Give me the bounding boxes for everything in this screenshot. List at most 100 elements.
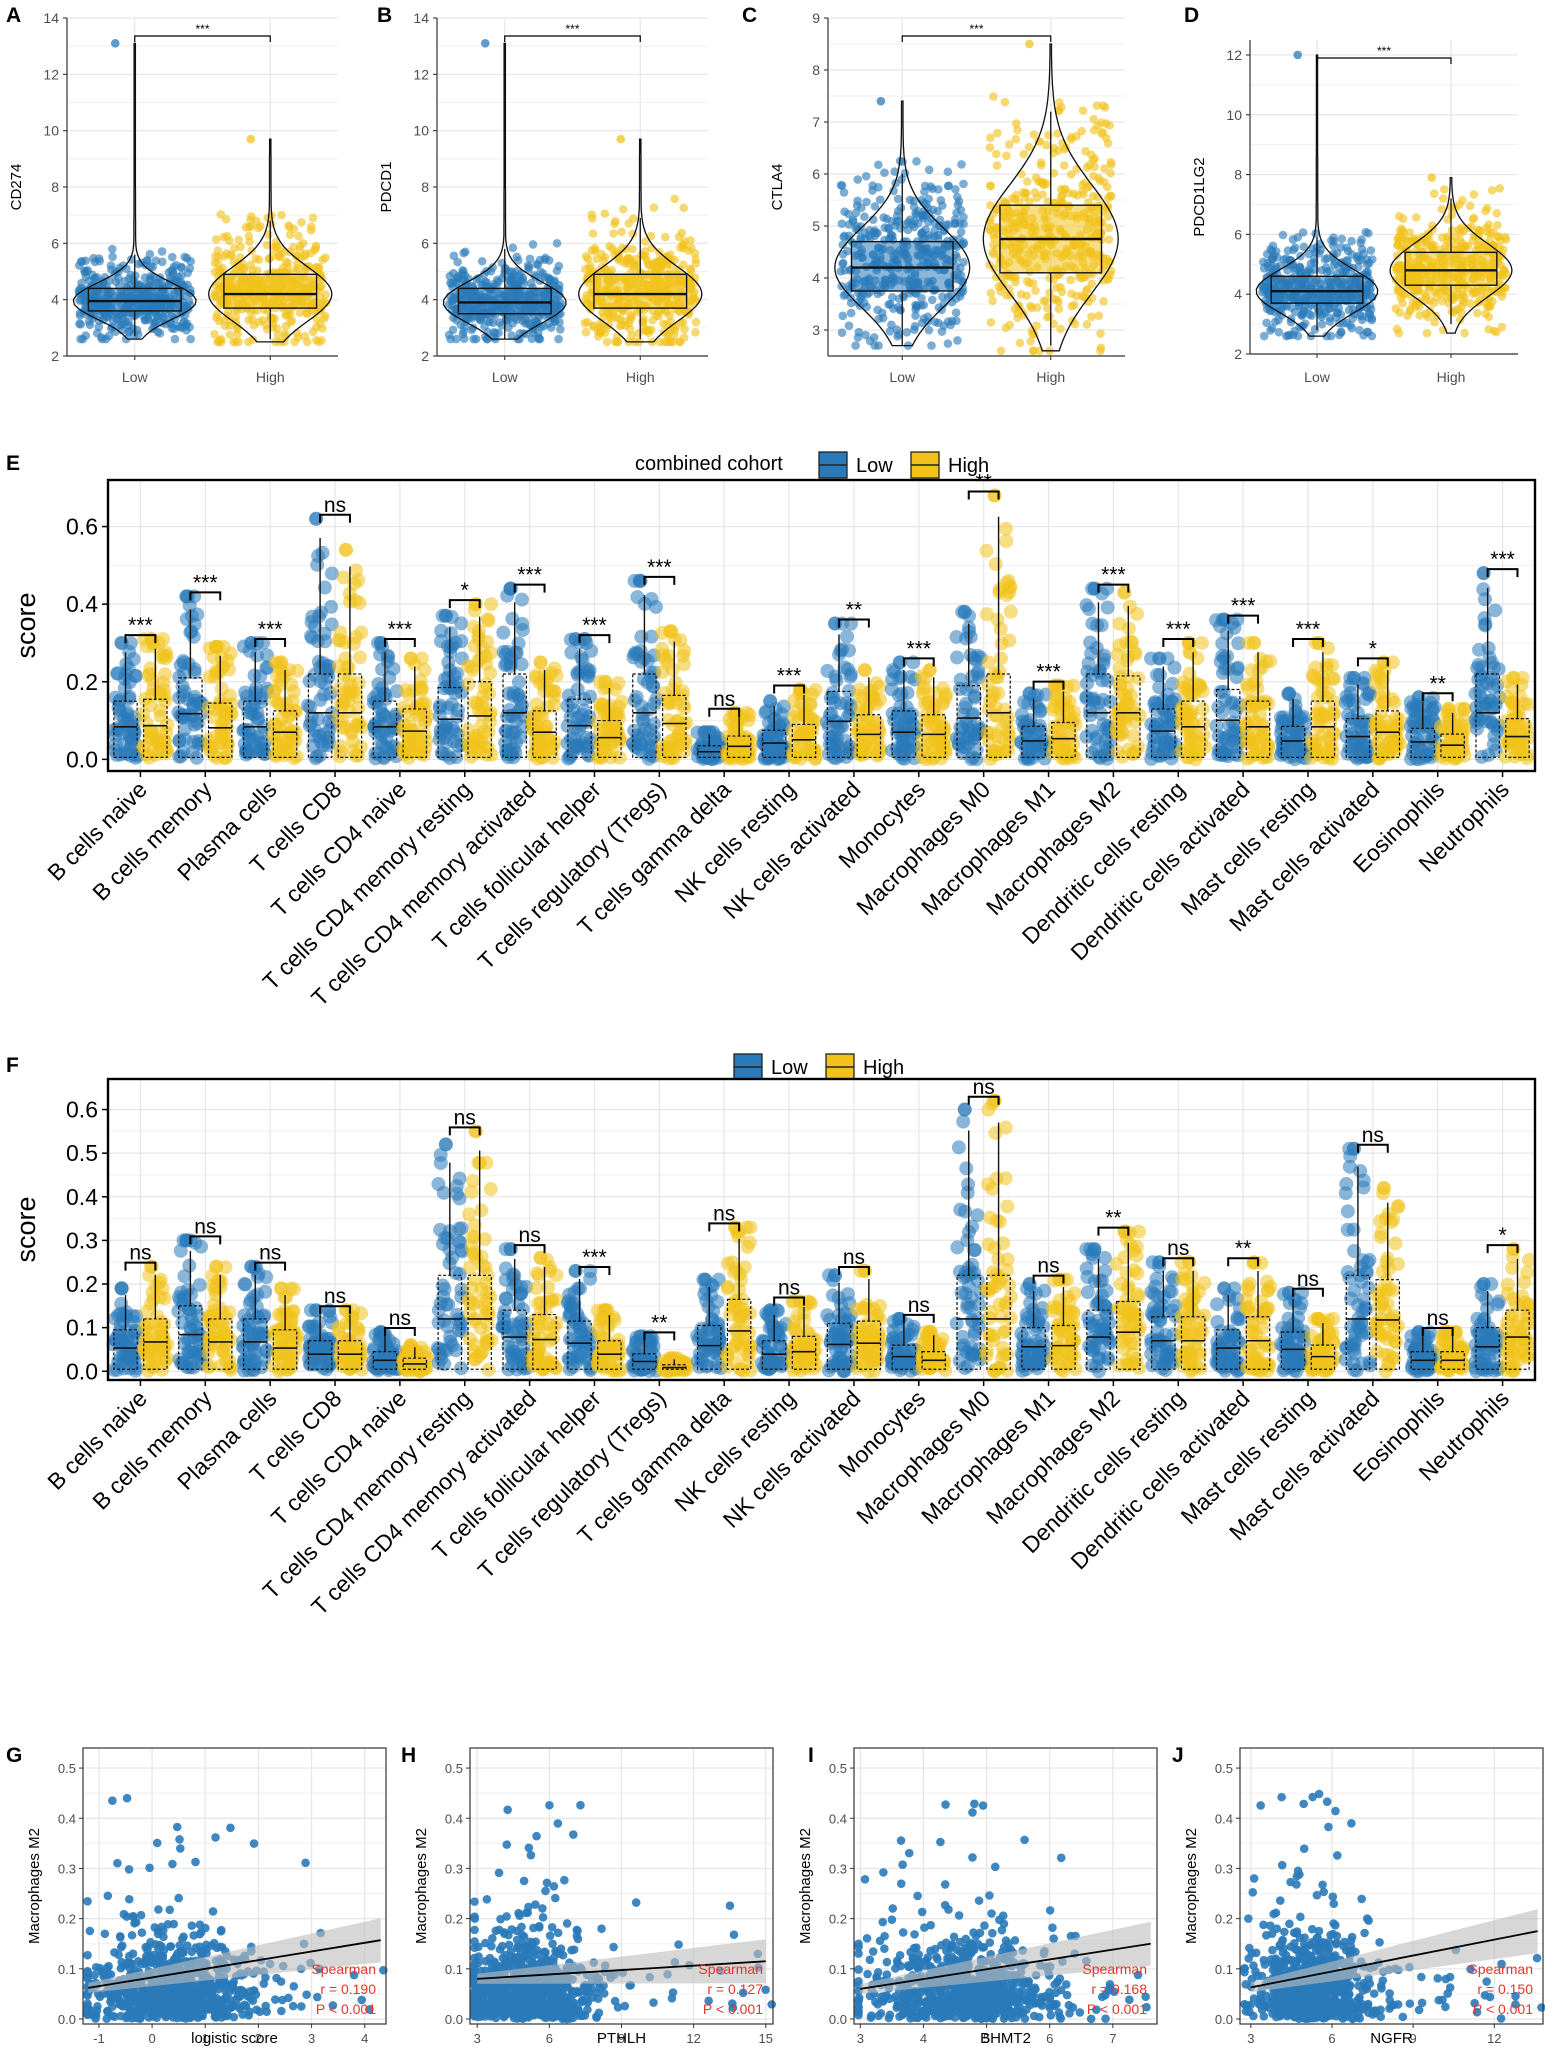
data-point bbox=[1056, 324, 1065, 334]
box-high bbox=[223, 273, 318, 309]
data-point bbox=[861, 171, 871, 181]
significance-label: *** bbox=[1377, 44, 1391, 58]
data-point bbox=[1102, 182, 1112, 192]
data-point bbox=[1468, 236, 1478, 246]
data-point bbox=[1345, 321, 1355, 330]
data-point bbox=[1367, 315, 1377, 325]
data-point bbox=[551, 295, 560, 305]
box-low bbox=[1270, 275, 1364, 304]
data-point bbox=[1272, 253, 1282, 262]
y-tick-label: 8 bbox=[1234, 167, 1242, 183]
data-point bbox=[526, 278, 536, 288]
data-point bbox=[1466, 299, 1475, 308]
data-point bbox=[912, 157, 921, 166]
data-point bbox=[607, 265, 617, 275]
box-low bbox=[87, 287, 182, 312]
data-point bbox=[1008, 193, 1017, 203]
panel-e: combined cohort Low High*********ns*******… bbox=[11, 451, 1537, 1011]
data-point bbox=[250, 648, 265, 663]
data-point bbox=[660, 337, 669, 347]
data-point bbox=[106, 261, 116, 270]
data-point bbox=[444, 300, 454, 309]
data-point bbox=[820, 663, 835, 678]
data-point bbox=[774, 707, 789, 722]
data-point bbox=[76, 320, 85, 329]
data-point bbox=[737, 751, 752, 766]
data-point bbox=[1411, 213, 1421, 222]
data-point bbox=[1103, 275, 1113, 285]
data-point bbox=[461, 677, 476, 692]
data-point bbox=[352, 595, 367, 610]
x-tick-label: Low bbox=[1304, 369, 1331, 385]
data-point bbox=[986, 318, 996, 327]
data-point bbox=[481, 613, 496, 628]
data-point bbox=[570, 682, 585, 697]
data-point bbox=[512, 315, 522, 324]
data-point bbox=[308, 327, 318, 337]
max-point bbox=[403, 651, 418, 666]
data-point bbox=[140, 273, 150, 282]
data-point bbox=[742, 707, 757, 722]
data-point bbox=[873, 305, 882, 315]
data-point bbox=[317, 281, 326, 291]
outlier-point bbox=[246, 134, 256, 144]
data-point bbox=[175, 688, 190, 703]
y-tick-label: 10 bbox=[43, 123, 59, 139]
data-point bbox=[248, 266, 257, 275]
y-tick-label: 4 bbox=[1234, 286, 1242, 302]
data-point bbox=[466, 619, 481, 634]
data-point bbox=[528, 744, 543, 759]
data-point bbox=[924, 165, 934, 175]
data-point bbox=[902, 328, 912, 337]
data-point bbox=[1322, 267, 1332, 277]
y-tick-label: 8 bbox=[51, 179, 59, 195]
data-point bbox=[785, 746, 800, 761]
data-point bbox=[1262, 283, 1271, 293]
data-point bbox=[943, 167, 953, 177]
data-point bbox=[644, 260, 653, 269]
data-point bbox=[1072, 291, 1081, 301]
data-point bbox=[630, 590, 645, 605]
data-point bbox=[496, 625, 511, 640]
data-point bbox=[122, 728, 137, 743]
data-point bbox=[1026, 336, 1035, 346]
data-point bbox=[101, 334, 111, 344]
data-point bbox=[552, 238, 562, 248]
data-point bbox=[1019, 149, 1029, 159]
significance-label: *** bbox=[647, 556, 672, 579]
data-point bbox=[985, 143, 995, 152]
data-point bbox=[1337, 234, 1347, 244]
box-high bbox=[593, 273, 688, 309]
data-point bbox=[679, 203, 689, 213]
data-point bbox=[951, 308, 961, 317]
data-point bbox=[210, 292, 220, 301]
panel-label-c: C bbox=[742, 4, 757, 27]
data-point bbox=[313, 692, 328, 707]
data-point bbox=[726, 740, 741, 755]
data-point bbox=[1336, 310, 1346, 320]
data-point bbox=[953, 336, 962, 345]
data-point bbox=[674, 232, 684, 242]
max-point bbox=[763, 694, 778, 709]
data-point bbox=[951, 184, 960, 194]
max-point bbox=[663, 624, 678, 639]
data-point bbox=[1087, 279, 1097, 289]
data-point bbox=[297, 218, 306, 227]
data-point bbox=[612, 734, 627, 749]
y-tick-label: 8 bbox=[421, 179, 429, 195]
data-point bbox=[1042, 140, 1051, 150]
data-point bbox=[254, 255, 264, 264]
outlier-point bbox=[480, 39, 490, 48]
data-point bbox=[641, 326, 650, 336]
data-point bbox=[638, 317, 647, 326]
data-point bbox=[1409, 285, 1419, 295]
data-point bbox=[186, 257, 196, 266]
data-point bbox=[1104, 193, 1113, 203]
data-point bbox=[270, 669, 285, 684]
data-point bbox=[118, 319, 128, 329]
data-point bbox=[927, 341, 936, 350]
data-point bbox=[1471, 288, 1480, 298]
data-point bbox=[666, 317, 676, 327]
